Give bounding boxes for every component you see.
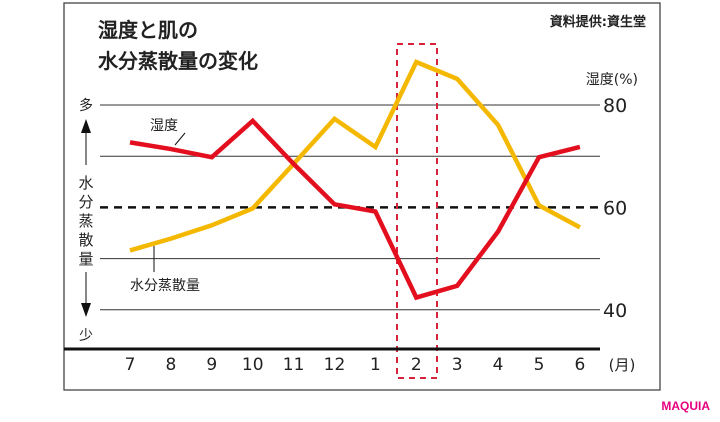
- x-tick-label: 9: [206, 355, 217, 375]
- x-tick-label: 4: [493, 355, 504, 375]
- left-axis-label-char: 蒸: [78, 212, 93, 230]
- x-tick-label: 11: [283, 355, 305, 375]
- brand-logo: MAQUIA: [661, 399, 710, 413]
- left-axis-label-char: 量: [78, 250, 93, 268]
- y-tick-label: 80: [603, 95, 627, 117]
- x-unit-label: (月): [609, 356, 636, 374]
- y-axis-right-label: 湿度(%): [586, 72, 638, 88]
- humidity-series-label: 湿度: [150, 118, 178, 134]
- left-axis-label-char: 分: [78, 193, 93, 211]
- left-axis-top-label: 多: [79, 97, 93, 114]
- x-tick-label: 12: [324, 355, 346, 375]
- x-tick-label: 1: [370, 355, 381, 375]
- chart-frame: [63, 2, 661, 391]
- arrow-down-icon: [81, 303, 91, 317]
- source-label: 資料提供:資生堂: [550, 14, 646, 30]
- left-axis-label-char: 散: [78, 231, 93, 249]
- x-tick-label: 5: [534, 355, 545, 375]
- x-tick-label: 3: [452, 355, 463, 375]
- evaporation-series-line: [129, 59, 581, 253]
- x-tick-label: 2: [411, 355, 422, 375]
- arrow-up-icon: [81, 119, 91, 133]
- y-tick-label: 60: [603, 197, 627, 219]
- chart-title-line1: 湿度と肌の: [98, 18, 198, 42]
- x-tick-label: 7: [125, 355, 136, 375]
- left-axis-bottom-label: 少: [79, 328, 93, 344]
- y-tick-label: 40: [603, 300, 627, 322]
- humidity-leader-line: [174, 132, 186, 146]
- x-tick-label: 8: [165, 355, 176, 375]
- x-tick-label: 6: [574, 355, 585, 375]
- left-axis-label-char: 水: [78, 174, 93, 192]
- chart-title-line2: 水分蒸散量の変化: [98, 49, 258, 73]
- humidity-series-line: [129, 117, 581, 301]
- x-tick-label: 10: [242, 355, 264, 375]
- evaporation-series-label: 水分蒸散量: [130, 278, 200, 294]
